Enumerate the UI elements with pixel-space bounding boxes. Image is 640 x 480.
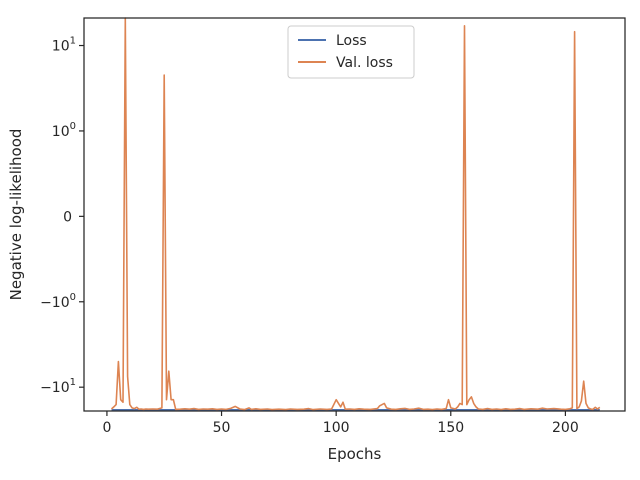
y-axis: 101 100 0 −100 −101 [40,36,84,396]
plot-frame [83,17,626,412]
x-axis-label: Epochs [328,445,382,463]
svg-text:101: 101 [52,36,76,55]
y-tick-label: 101 [52,36,76,55]
legend-label: Val. loss [336,55,393,71]
y-tick-label: −100 [40,292,76,311]
x-tick-label: 100 [323,420,350,436]
svg-text:0: 0 [63,209,72,225]
x-tick-label: 200 [552,420,579,436]
svg-text:−100: −100 [40,292,76,311]
legend-label: Loss [336,33,367,49]
y-axis-label: Negative log-likelihood [7,129,25,301]
x-axis: 0 50 100 150 200 [102,411,579,436]
x-tick-label: 0 [102,420,111,436]
x-tick-label: 150 [437,420,464,436]
svg-text:100: 100 [52,121,76,140]
series-layer [110,17,601,411]
y-tick-label: 0 [63,209,72,225]
y-tick-label: −101 [40,377,76,396]
plot-area [83,17,626,412]
legend: Loss Val. loss [287,25,415,79]
x-tick-label: 50 [213,420,231,436]
series-line-1 [110,17,601,411]
svg-text:−101: −101 [40,377,76,396]
y-tick-label: 100 [52,121,76,140]
